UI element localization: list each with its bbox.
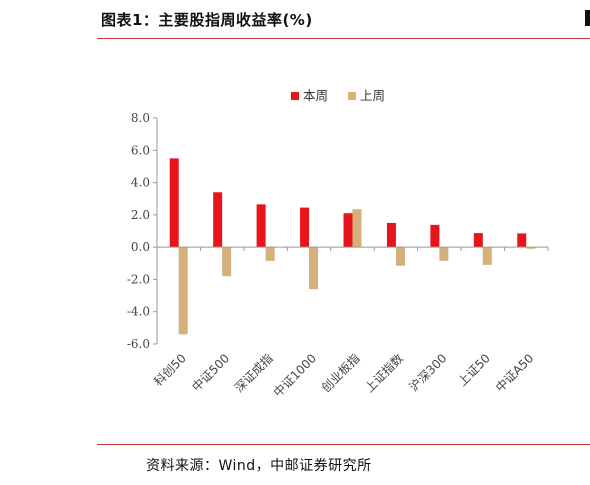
bar-previous [178, 247, 188, 335]
bar-previous [482, 247, 492, 265]
legend-label: 本周 [303, 88, 328, 103]
legend: 本周 上周 [291, 88, 385, 103]
x-category-label: 科创50 [151, 351, 189, 389]
bar-current [343, 213, 353, 248]
bar-current [169, 158, 179, 248]
x-category-label: 创业板指 [318, 351, 363, 396]
footer-rule [97, 444, 590, 445]
bar-current [213, 192, 223, 248]
x-category-label: 中证500 [189, 351, 233, 395]
y-tick-label: -2.0 [127, 272, 150, 286]
bar-current [386, 222, 396, 248]
figure-title: 图表1：主要股指周收益率(%) [101, 11, 313, 29]
legend-swatch [291, 92, 299, 100]
y-tick-label: -6.0 [127, 337, 150, 351]
x-category-label: 沪深300 [406, 351, 449, 394]
bar-previous [395, 247, 405, 266]
bar-current [430, 224, 440, 248]
y-tick-label: 8.0 [131, 111, 150, 125]
bar-current [517, 233, 527, 248]
x-category-label: 中证1000 [270, 351, 319, 400]
bar-current [300, 207, 310, 248]
y-tick-label: 0.0 [131, 240, 150, 254]
bars [169, 158, 536, 335]
corner-mark [585, 10, 590, 26]
bar-current [473, 233, 483, 248]
bar-previous [309, 247, 319, 290]
x-category-label: 上证50 [455, 351, 493, 389]
x-category-label: 中证A50 [492, 351, 536, 395]
bar-previous [352, 209, 362, 248]
source-note: 资料来源：Wind，中邮证券研究所 [146, 458, 372, 474]
bar-previous [222, 247, 232, 277]
y-tick-label: 6.0 [131, 143, 150, 157]
legend-label: 上周 [360, 88, 385, 103]
x-category-label: 上证指数 [362, 351, 407, 396]
y-tick-label: -4.0 [127, 305, 150, 319]
bar-previous [526, 247, 536, 249]
legend-swatch [348, 92, 356, 100]
x-category-label: 深证成指 [231, 351, 276, 396]
y-tick-label: 4.0 [131, 176, 150, 190]
bar-current [256, 204, 266, 248]
bar-previous [265, 247, 275, 261]
header-rule [97, 38, 590, 39]
y-tick-label: 2.0 [131, 208, 150, 222]
bar-previous [439, 247, 449, 261]
